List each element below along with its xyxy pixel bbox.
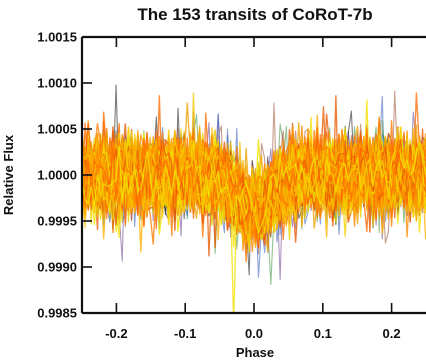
x-axis-tick-label: 0.2 <box>383 326 401 341</box>
x-axis-tick-label: 0.1 <box>314 326 332 341</box>
y-axis-tick-label: 0.9995 <box>37 214 77 229</box>
x-axis-tick-label: 0.0 <box>245 326 263 341</box>
chart-title: The 153 transits of CoRoT-7b <box>137 5 372 24</box>
transit-light-curve-line <box>82 128 426 240</box>
y-axis-tick-label: 1.0010 <box>37 76 77 91</box>
y-axis-tick-label: 0.9990 <box>37 260 77 275</box>
x-axis-tick-label: -0.1 <box>174 326 196 341</box>
y-axis-tick-label: 1.0000 <box>37 168 77 183</box>
y-axis-label: Relative Flux <box>1 134 16 215</box>
y-axis-tick-label: 1.0005 <box>37 122 77 137</box>
transit-light-curve-line <box>82 126 426 248</box>
series-layer <box>82 84 426 313</box>
tick-layer: -0.2 -0.1 0.0 0.1 0.2 0.9985 0.9990 0.9995 1.000… <box>37 30 400 342</box>
y-axis-tick-label: 0.9985 <box>37 306 77 321</box>
x-axis-label: Phase <box>236 345 274 360</box>
x-axis-tick-label: -0.2 <box>105 326 127 341</box>
y-axis-tick-label: 1.0015 <box>37 30 77 45</box>
